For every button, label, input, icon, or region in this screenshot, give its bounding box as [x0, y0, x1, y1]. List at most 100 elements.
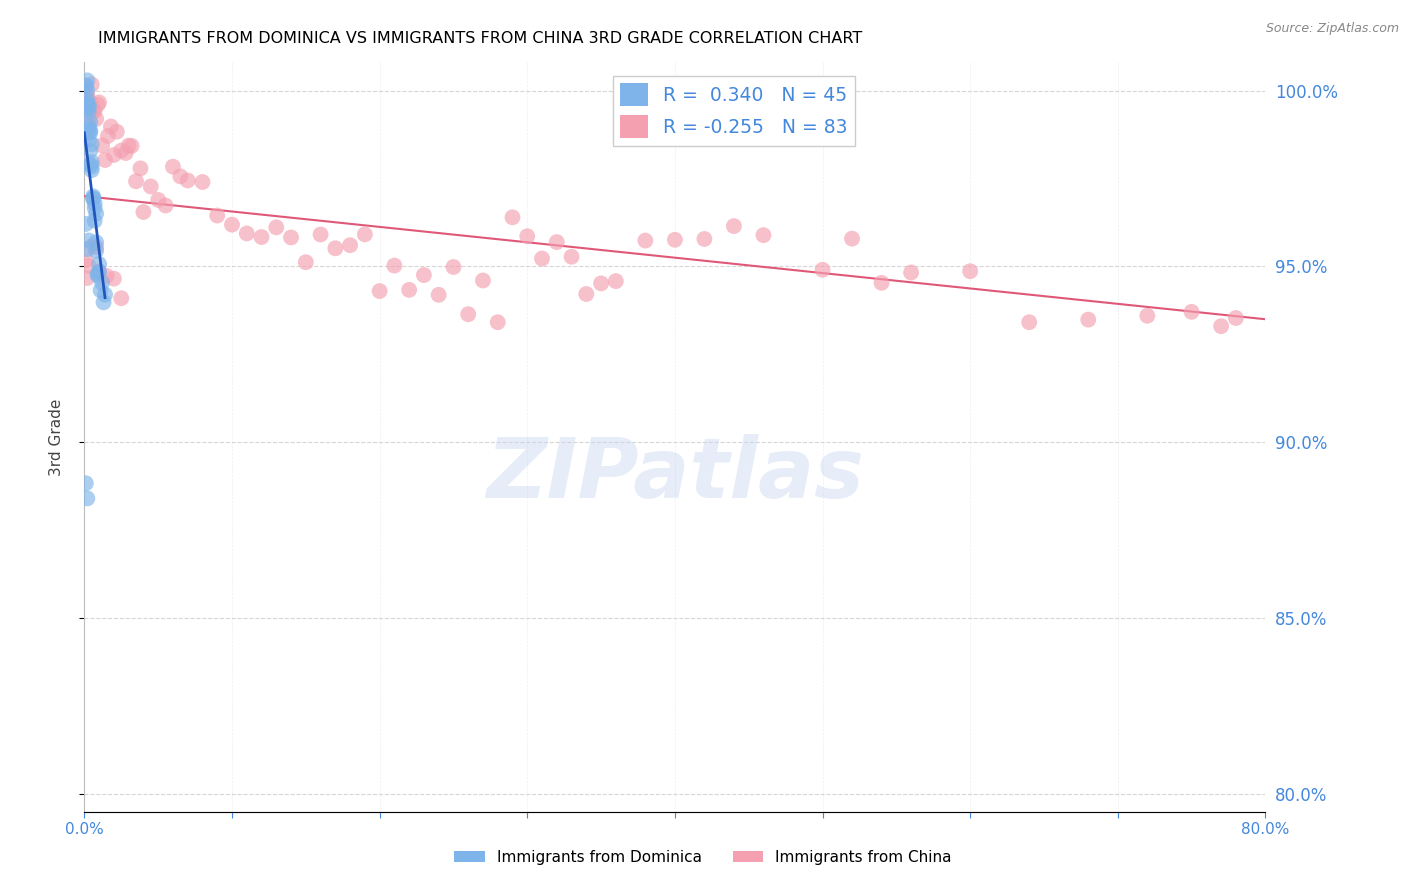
Point — [84, 235, 107, 250]
Point — [75, 476, 97, 491]
Point — [900, 265, 922, 279]
Point — [83, 103, 105, 118]
Point — [75, 217, 97, 231]
Point — [591, 277, 613, 291]
Point — [516, 229, 538, 244]
Point — [207, 209, 229, 223]
Point — [79, 95, 101, 110]
Point — [110, 144, 132, 158]
Point — [870, 276, 893, 290]
Point — [80, 137, 103, 152]
Point — [125, 174, 148, 188]
Point — [1181, 305, 1204, 319]
Point — [91, 276, 114, 290]
Point — [79, 144, 101, 158]
Point — [1077, 312, 1099, 326]
Point — [75, 86, 97, 100]
Text: Source: ZipAtlas.com: Source: ZipAtlas.com — [1265, 22, 1399, 36]
Point — [139, 179, 162, 194]
Point — [84, 244, 107, 258]
Point — [87, 95, 111, 110]
Point — [96, 268, 118, 283]
Point — [427, 288, 450, 302]
Point — [76, 271, 98, 285]
Point — [80, 78, 103, 92]
Point — [77, 259, 100, 273]
Point — [83, 201, 105, 215]
Point — [236, 227, 259, 241]
Point — [398, 283, 420, 297]
Legend: R =  0.340   N = 45, R = -0.255   N = 83: R = 0.340 N = 45, R = -0.255 N = 83 — [613, 76, 855, 145]
Point — [80, 163, 103, 178]
Point — [169, 169, 191, 184]
Point — [83, 213, 105, 227]
Point — [162, 160, 184, 174]
Point — [75, 253, 97, 268]
Point — [103, 148, 125, 162]
Point — [531, 252, 554, 266]
Point — [693, 232, 716, 246]
Point — [103, 271, 125, 285]
Point — [501, 211, 523, 225]
Point — [110, 291, 132, 305]
Point — [87, 265, 111, 279]
Point — [1136, 309, 1159, 323]
Point — [155, 198, 177, 212]
Point — [841, 232, 863, 246]
Point — [87, 257, 111, 271]
Point — [79, 123, 101, 137]
Point — [1225, 311, 1247, 326]
Point — [77, 98, 100, 112]
Point — [132, 205, 155, 219]
Point — [84, 112, 107, 126]
Point — [77, 132, 100, 146]
Point — [77, 123, 100, 137]
Point — [80, 160, 103, 174]
Text: ZIPatlas: ZIPatlas — [486, 434, 863, 515]
Point — [76, 83, 98, 97]
Point — [1018, 315, 1040, 329]
Point — [75, 78, 97, 93]
Point — [177, 173, 200, 187]
Point — [723, 219, 745, 233]
Point — [82, 192, 104, 206]
Point — [76, 73, 98, 87]
Point — [77, 104, 100, 119]
Point — [87, 264, 111, 278]
Point — [76, 96, 98, 111]
Point — [457, 307, 479, 321]
Point — [94, 153, 117, 167]
Point — [86, 97, 108, 112]
Point — [486, 315, 509, 329]
Point — [250, 230, 273, 244]
Point — [86, 268, 108, 283]
Point — [382, 259, 406, 273]
Point — [77, 111, 100, 125]
Point — [84, 206, 107, 220]
Point — [280, 230, 302, 244]
Point — [811, 262, 834, 277]
Point — [76, 491, 98, 506]
Point — [79, 115, 101, 129]
Point — [121, 139, 143, 153]
Point — [472, 273, 495, 287]
Point — [76, 93, 98, 107]
Point — [105, 125, 128, 139]
Point — [221, 218, 243, 232]
Point — [546, 235, 568, 249]
Point — [959, 264, 981, 278]
Point — [79, 157, 101, 171]
Point — [100, 120, 122, 134]
Point — [295, 255, 318, 269]
Point — [86, 267, 108, 281]
Point — [368, 284, 391, 298]
Point — [83, 196, 105, 211]
Y-axis label: 3rd Grade: 3rd Grade — [49, 399, 63, 475]
Point — [605, 274, 627, 288]
Point — [575, 287, 598, 301]
Point — [93, 295, 115, 310]
Point — [354, 227, 377, 242]
Point — [339, 238, 361, 252]
Point — [76, 242, 98, 256]
Point — [664, 233, 686, 247]
